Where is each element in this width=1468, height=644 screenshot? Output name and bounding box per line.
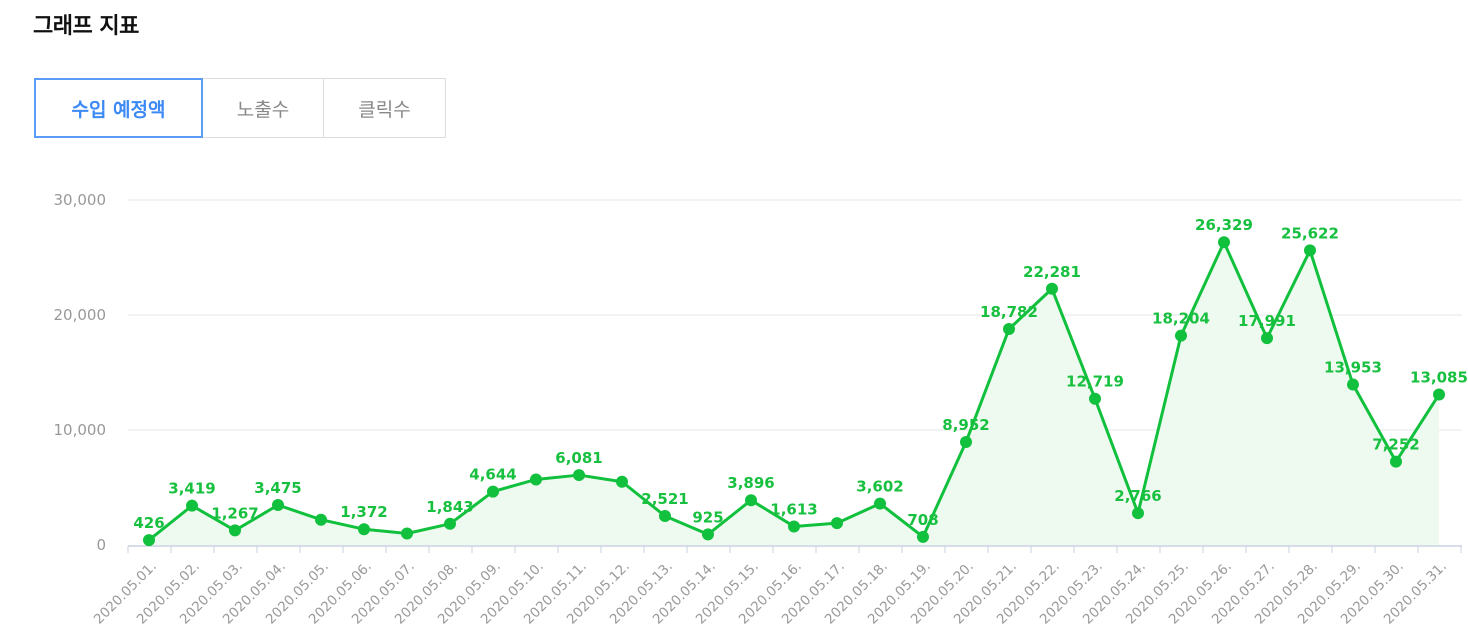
y-tick-label: 10,000	[54, 421, 107, 439]
data-point[interactable]	[917, 530, 929, 543]
data-label: 8,952	[942, 416, 989, 434]
data-point[interactable]	[487, 485, 499, 498]
data-point[interactable]	[616, 475, 628, 488]
data-label: 7,252	[1372, 436, 1419, 454]
data-point[interactable]	[1347, 378, 1359, 391]
data-point[interactable]	[960, 436, 972, 449]
data-point[interactable]	[702, 528, 714, 541]
data-point[interactable]	[874, 497, 886, 510]
data-point[interactable]	[1046, 282, 1058, 295]
y-tick-label: 0	[96, 536, 106, 554]
data-point[interactable]	[659, 510, 671, 523]
data-point[interactable]	[401, 527, 413, 540]
data-label: 708	[907, 511, 938, 529]
tab-expected-revenue[interactable]: 수입 예정액	[34, 78, 203, 138]
data-label: 1,843	[426, 498, 473, 516]
page-title: 그래프 지표	[33, 14, 139, 39]
data-point[interactable]	[1261, 332, 1273, 345]
data-label: 925	[692, 508, 723, 526]
data-point[interactable]	[315, 513, 327, 526]
data-point[interactable]	[444, 517, 456, 530]
data-label: 3,475	[254, 479, 301, 497]
data-point[interactable]	[1218, 236, 1230, 249]
data-label: 2,521	[641, 490, 688, 508]
data-label: 3,602	[856, 478, 903, 496]
data-point[interactable]	[186, 499, 198, 512]
data-label: 18,782	[980, 303, 1038, 321]
data-point[interactable]	[573, 469, 585, 482]
data-label: 3,419	[168, 480, 215, 498]
data-label: 12,719	[1066, 373, 1124, 391]
data-point[interactable]	[1175, 329, 1187, 342]
data-label: 6,081	[555, 449, 602, 467]
data-label: 3,896	[727, 474, 774, 492]
data-point[interactable]	[788, 520, 800, 533]
data-point[interactable]	[229, 524, 241, 537]
y-tick-label: 20,000	[54, 306, 107, 324]
series-area	[149, 242, 1439, 546]
data-label: 1,613	[770, 500, 817, 518]
data-point[interactable]	[530, 473, 542, 486]
data-label: 1,267	[211, 504, 258, 522]
data-label: 13,953	[1324, 359, 1382, 377]
data-label: 26,329	[1195, 216, 1253, 234]
data-point[interactable]	[831, 517, 843, 530]
data-point[interactable]	[1089, 392, 1101, 405]
data-label: 17,991	[1238, 312, 1296, 330]
data-label: 4,644	[469, 466, 516, 484]
data-point[interactable]	[358, 523, 370, 536]
y-tick-label: 30,000	[54, 191, 107, 209]
data-label: 1,372	[340, 503, 387, 521]
data-point[interactable]	[1433, 388, 1445, 401]
data-label: 2,766	[1114, 487, 1161, 505]
data-label: 13,085	[1410, 369, 1468, 387]
metric-tabs: 수입 예정액 노출수 클릭수	[34, 78, 446, 138]
data-label: 18,204	[1152, 310, 1210, 328]
data-label: 25,622	[1281, 224, 1339, 242]
data-label: 22,281	[1023, 263, 1081, 281]
data-point[interactable]	[745, 494, 757, 507]
data-point[interactable]	[143, 534, 155, 547]
tab-clicks[interactable]: 클릭수	[323, 78, 446, 138]
data-point[interactable]	[1003, 323, 1015, 336]
data-point[interactable]	[1390, 455, 1402, 468]
data-point[interactable]	[1304, 244, 1316, 257]
data-point[interactable]	[1132, 507, 1144, 520]
data-point[interactable]	[272, 499, 284, 512]
data-label: 426	[133, 514, 164, 532]
